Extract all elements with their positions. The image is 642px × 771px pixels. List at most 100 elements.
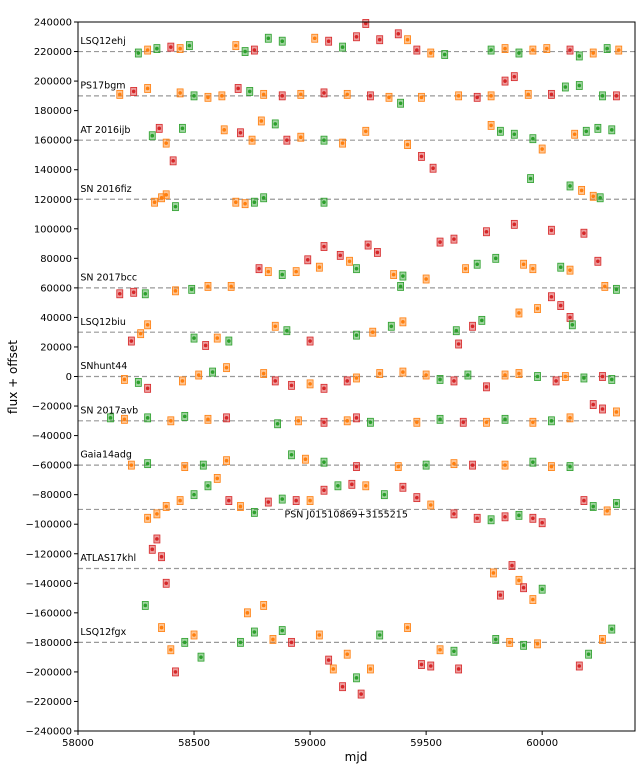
data-point-5-4 (203, 343, 208, 348)
data-point-6-28 (609, 377, 614, 382)
data-point-7-17 (503, 417, 507, 422)
object-label-3: SN 2016fiz (80, 184, 131, 195)
data-point-1-5 (206, 95, 210, 100)
object-label-4: SN 2017bcc (80, 272, 137, 283)
data-point-11-29 (493, 637, 498, 642)
data-point-3-9 (528, 176, 533, 181)
data-point-1-6 (220, 94, 224, 98)
data-point-11-27 (452, 649, 456, 654)
data-point-0-25 (531, 48, 535, 52)
data-point-5-14 (454, 328, 459, 333)
data-point-7-1 (122, 417, 127, 422)
data-point-3-11 (579, 188, 584, 193)
data-point-6-26 (582, 376, 586, 380)
data-point-9-12 (294, 498, 298, 503)
data-point-4-13 (322, 244, 326, 249)
data-point-5-11 (370, 330, 375, 334)
data-point-7-5 (206, 417, 210, 422)
data-point-7-16 (484, 420, 489, 425)
data-point-11-24 (419, 662, 424, 667)
data-point-9-26 (517, 513, 521, 518)
data-point-4-35 (582, 231, 586, 236)
data-point-3-10 (568, 184, 572, 188)
data-point-9-27 (531, 516, 535, 521)
data-point-11-31 (521, 643, 526, 648)
data-point-9-20 (415, 495, 419, 500)
data-point-8-4 (224, 458, 229, 463)
data-point-9-21 (428, 503, 433, 507)
data-point-6-7 (261, 371, 266, 376)
y-tick-label-20: −160000 (25, 608, 72, 619)
data-point-7-14 (438, 417, 442, 422)
data-point-4-3 (173, 289, 178, 293)
data-point-0-15 (363, 21, 368, 26)
data-point-6-18 (452, 379, 456, 383)
data-point-6-20 (484, 385, 489, 389)
y-tick-label-10: 40000 (40, 313, 72, 324)
data-point-7-18 (531, 420, 535, 425)
data-point-9-8 (238, 504, 243, 509)
data-point-4-17 (366, 243, 370, 247)
data-point-1-10 (280, 94, 285, 98)
data-point-5-18 (517, 311, 521, 315)
y-tick-label-15: −60000 (32, 461, 72, 472)
data-point-4-22 (424, 277, 428, 281)
data-point-9-29 (582, 498, 586, 503)
data-point-11-8 (245, 611, 250, 615)
data-point-8-9 (396, 464, 401, 469)
data-point-9-19 (401, 485, 405, 490)
data-point-8-12 (470, 463, 475, 467)
data-point-1-4 (192, 94, 196, 98)
data-point-3-6 (252, 200, 257, 205)
data-point-0-14 (354, 34, 359, 39)
data-point-6-22 (517, 371, 521, 376)
data-point-2-4 (180, 126, 185, 131)
data-point-4-9 (280, 272, 285, 277)
data-point-11-19 (354, 676, 359, 680)
data-point-6-9 (289, 383, 294, 388)
data-point-1-16 (398, 101, 403, 106)
data-point-2-0 (150, 133, 155, 138)
data-point-11-28 (456, 667, 461, 671)
data-point-5-8 (285, 328, 289, 333)
data-point-1-1 (131, 89, 136, 94)
data-point-8-15 (549, 464, 554, 469)
plot-layer: LSQ12ehj PS17bgm AT 2016ijb SN 2016fiz SN 20… (78, 19, 635, 699)
data-point-7-11 (354, 416, 359, 420)
data-point-5-13 (401, 320, 405, 324)
data-point-8-14 (531, 460, 535, 464)
data-point-2-19 (498, 129, 503, 134)
data-point-7-3 (169, 419, 173, 423)
data-point-6-3 (180, 379, 185, 383)
data-point-0-8 (252, 48, 257, 52)
data-point-3-7 (261, 195, 266, 200)
data-point-0-10 (280, 39, 285, 44)
data-point-7-20 (568, 416, 572, 420)
data-point-1-18 (456, 94, 461, 98)
data-point-9-1 (155, 512, 159, 516)
data-point-11-18 (345, 652, 350, 656)
data-point-11-1 (159, 625, 164, 630)
data-point-8-5 (289, 452, 294, 457)
data-point-7-15 (461, 420, 466, 425)
data-point-0-5 (187, 43, 192, 48)
data-point-6-27 (600, 374, 605, 379)
data-point-0-13 (340, 45, 345, 49)
data-point-0-22 (489, 48, 493, 52)
data-point-9-0 (145, 516, 150, 521)
data-point-11-12 (280, 628, 285, 633)
data-point-9-15 (336, 484, 340, 488)
data-point-10-1 (155, 537, 159, 541)
data-point-9-31 (605, 509, 609, 513)
data-point-7-13 (415, 420, 419, 425)
data-point-2-25 (596, 126, 600, 131)
y-tick-label-19: −140000 (25, 579, 72, 590)
axes-layer: 58000 58500 59000 59500 60000 240000 220000 200… (25, 18, 558, 750)
data-point-1-8 (247, 89, 252, 94)
data-point-4-33 (558, 265, 563, 269)
data-point-0-26 (545, 46, 549, 51)
data-point-3-3 (173, 204, 178, 209)
data-point-9-23 (475, 516, 479, 521)
data-point-8-10 (424, 463, 428, 467)
data-point-5-7 (273, 324, 278, 329)
